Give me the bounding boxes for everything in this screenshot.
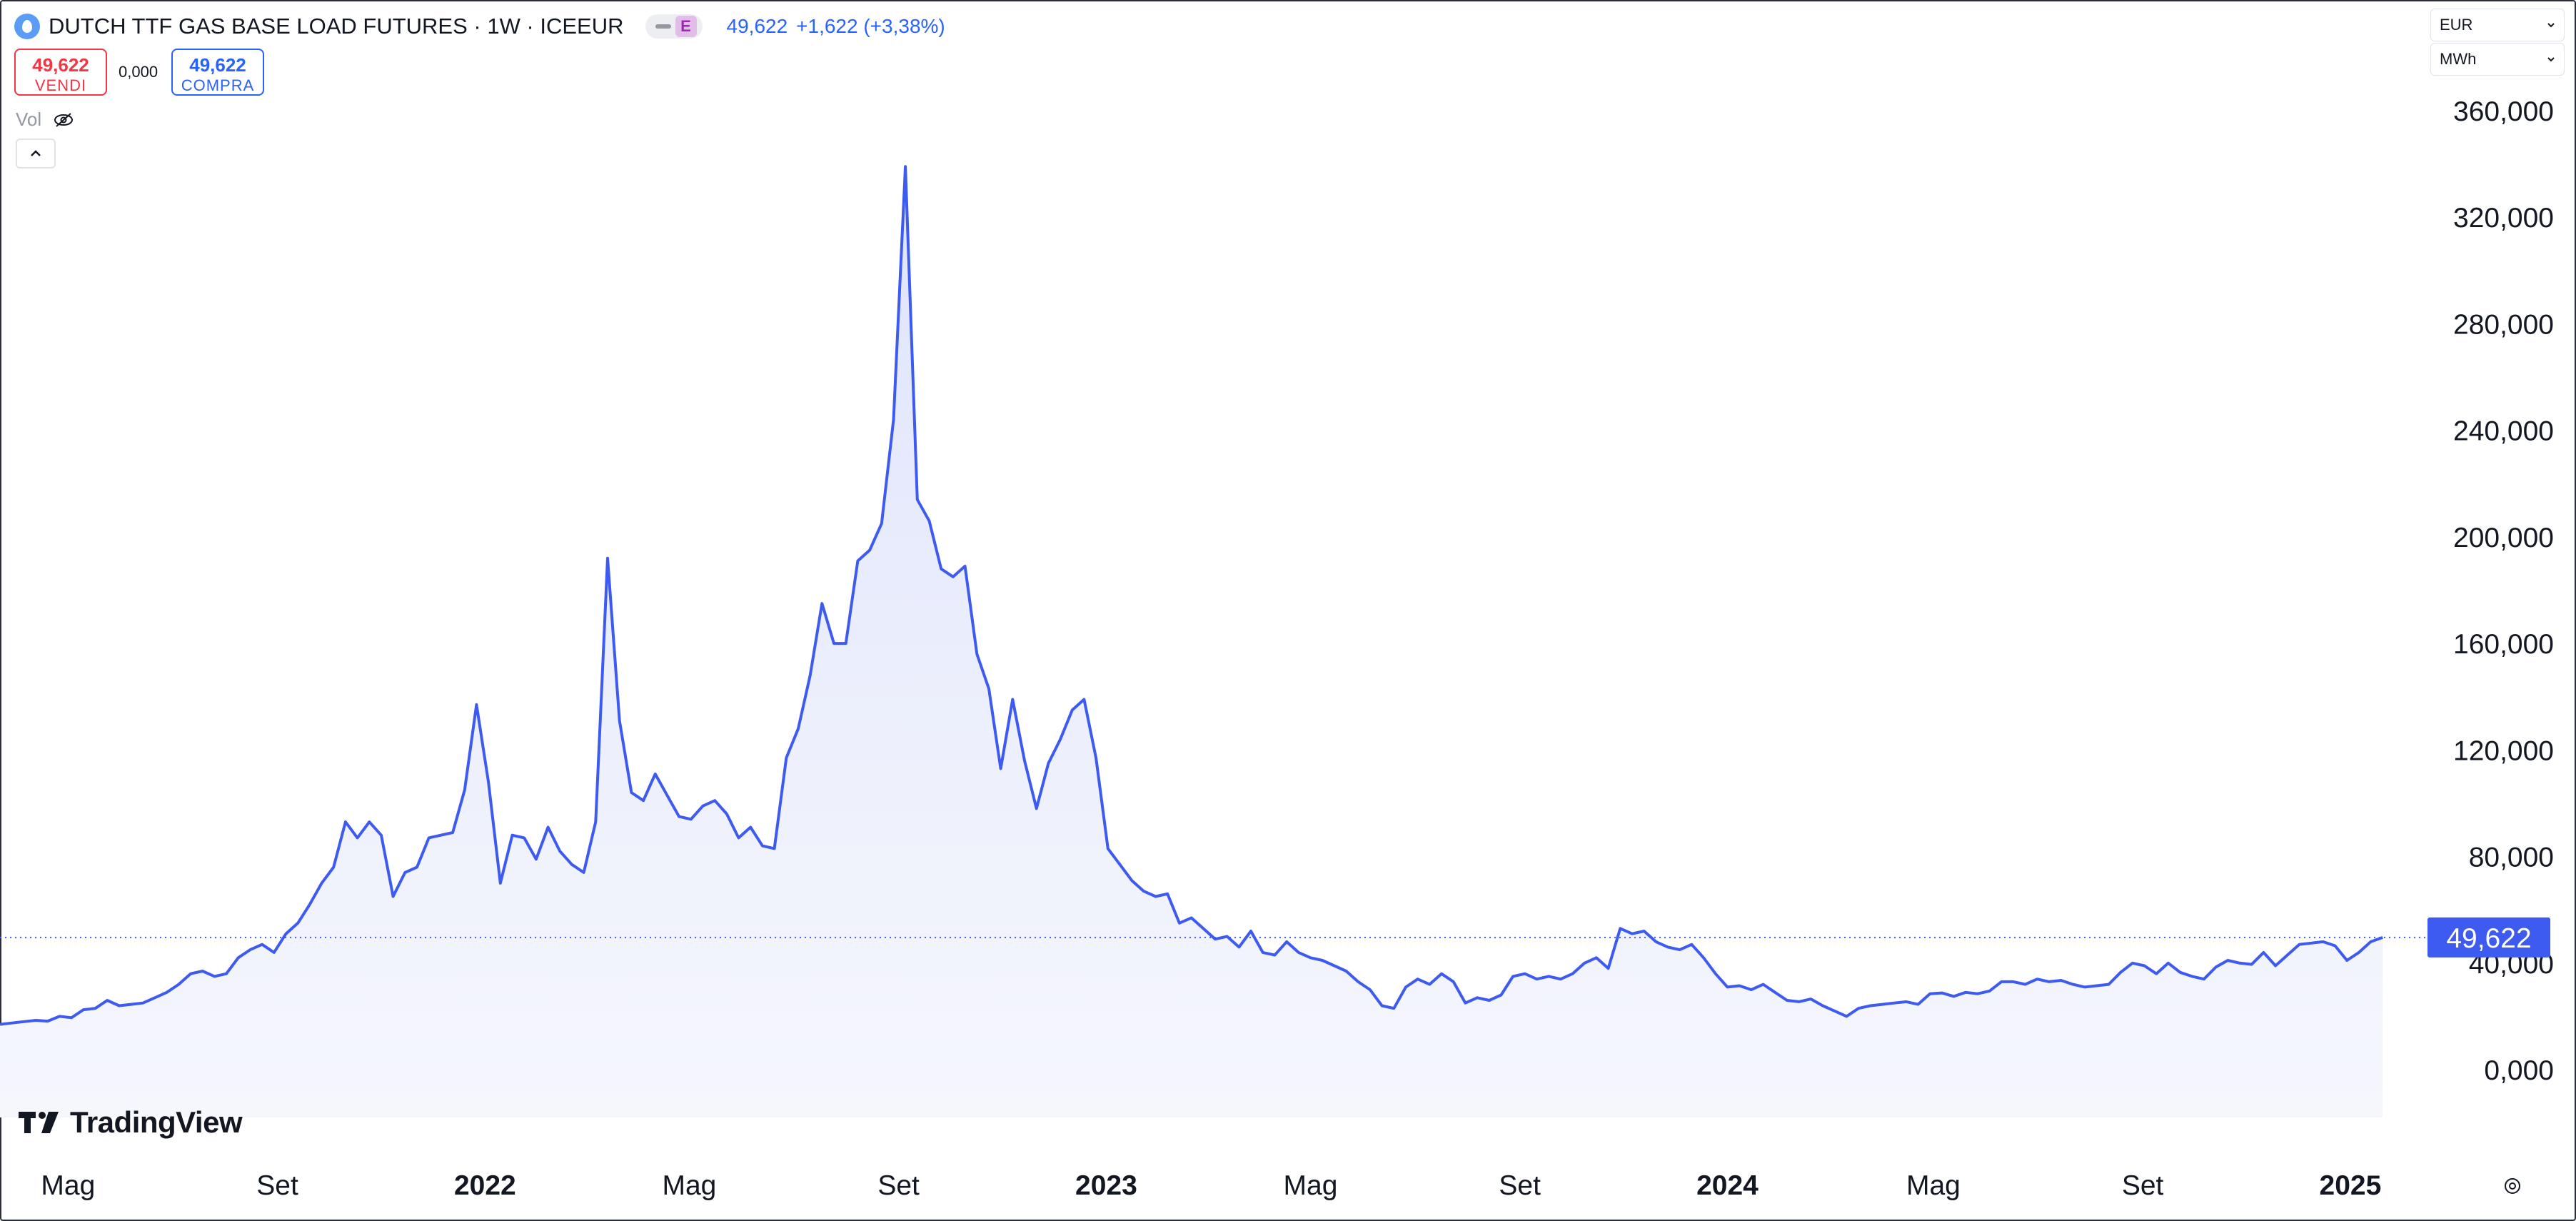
unit-select[interactable]: MWh [2430,43,2565,76]
chevron-up-icon [31,150,41,156]
symbol-title[interactable]: DUTCH TTF GAS BASE LOAD FUTURES · 1W · I… [49,14,624,39]
x-tick-label: 2024 [1696,1170,1759,1201]
x-tick-label: Mag [1284,1170,1338,1201]
spread-value: 0,000 [119,63,159,81]
series-line[interactable] [0,165,2383,1026]
unit-value: MWh [2440,50,2477,68]
buy-price: 49,622 [189,54,246,76]
buy-label: COMPRA [181,76,255,94]
y-tick-label: 200,000 [2453,523,2554,553]
last-price-label: 49,622 [2446,923,2531,954]
y-tick-label: 160,000 [2453,629,2554,660]
x-tick-label: Set [877,1170,920,1201]
currency-value: EUR [2440,16,2473,34]
exchange-badge-label: E [675,16,697,37]
buy-button[interactable]: 49,622 COMPRA [171,49,264,96]
tradingview-logo[interactable]: TradingView [19,1105,243,1140]
legend-row: DUTCH TTF GAS BASE LOAD FUTURES · 1W · I… [14,10,945,43]
y-tick-label: 120,000 [2453,735,2554,766]
collapse-legend-button[interactable] [16,139,56,169]
x-tick-label: Set [1499,1170,1541,1201]
last-price-label-bg [2427,917,2550,958]
chevron-down-icon [2547,23,2555,28]
exchange-badge[interactable]: E [645,14,703,39]
tradingview-logo-text: TradingView [70,1105,243,1139]
x-tick-label: 2025 [2320,1170,2382,1201]
sell-button[interactable]: 49,622 VENDI [14,49,107,96]
x-tick-label: Mag [41,1170,95,1201]
last-price: 49,622 [726,15,788,37]
x-tick-label: Set [256,1170,298,1201]
x-tick-label: Mag [1906,1170,1961,1201]
y-tick-label: 240,000 [2453,416,2554,447]
x-tick-label: 2022 [454,1170,516,1201]
volume-label: Vol [16,109,42,130]
x-tick-label: Mag [662,1170,716,1201]
currency-select[interactable]: EUR [2430,9,2565,41]
y-tick-label: 0,000 [2484,1055,2554,1086]
sell-label: VENDI [34,76,87,94]
gear-icon[interactable] [2502,1175,2523,1197]
minus-icon [655,24,671,29]
x-tick-label: Set [2122,1170,2164,1201]
y-tick-label: 360,000 [2453,96,2554,127]
volume-legend: Vol [16,109,74,131]
y-tick-label: 320,000 [2453,203,2554,233]
y-tick-label: 280,000 [2453,309,2554,340]
y-tick-label: 80,000 [2469,843,2554,873]
price-change: +1,622 (+3,38%) [796,15,945,37]
sell-price: 49,622 [32,54,89,76]
x-tick-label: 2023 [1075,1170,1137,1201]
tradingview-logo-icon [19,1112,59,1133]
series-area [0,166,2383,1117]
eye-off-icon[interactable] [53,112,74,128]
chevron-down-icon [2547,57,2555,62]
flame-icon[interactable] [14,14,40,39]
